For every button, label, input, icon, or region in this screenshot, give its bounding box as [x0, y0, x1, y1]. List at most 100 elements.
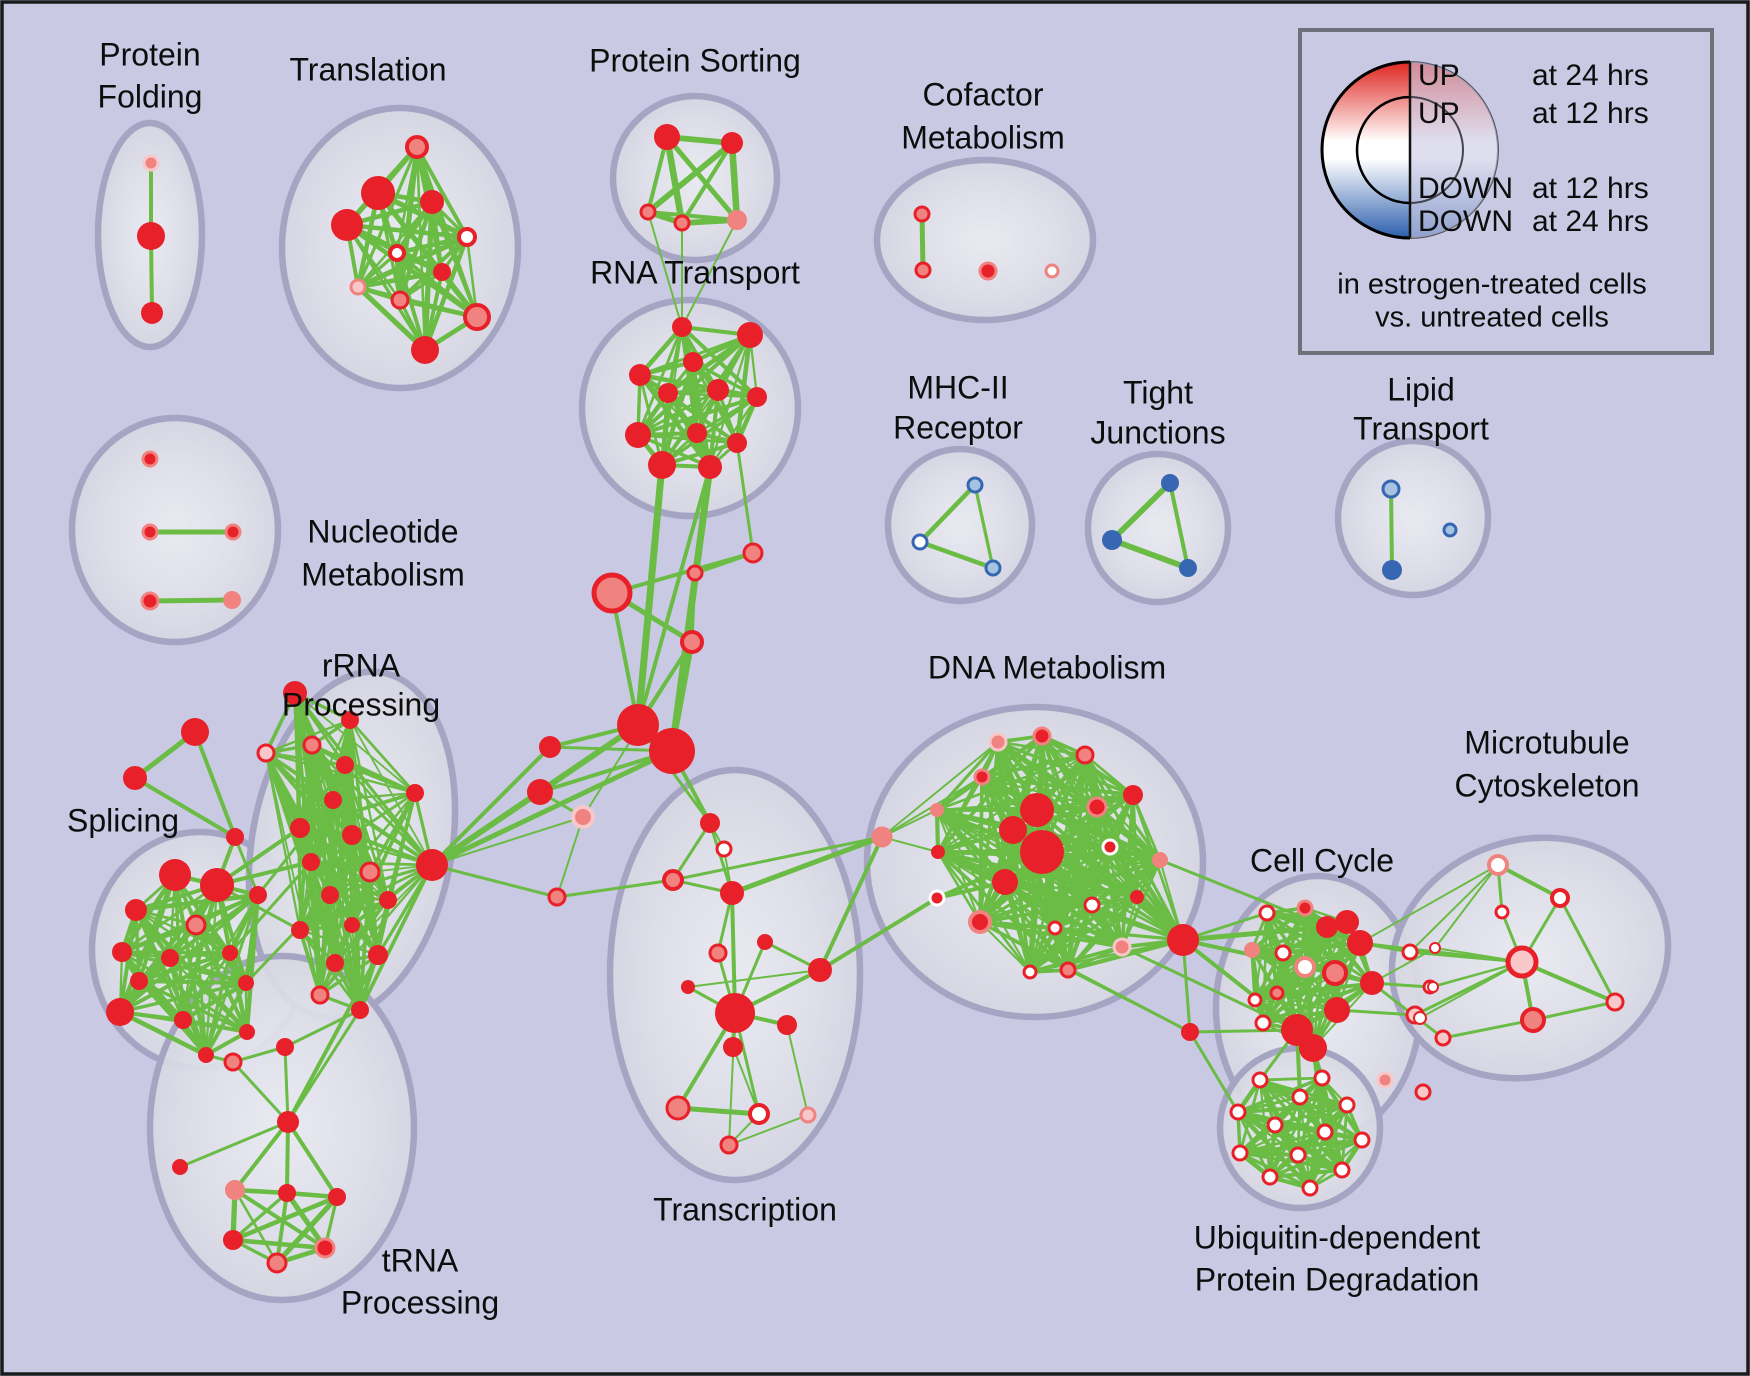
- network-node: [172, 1159, 188, 1175]
- network-edge: [1359, 864, 1499, 944]
- network-edge: [1120, 858, 1162, 949]
- network-node: [1083, 896, 1101, 914]
- network-node: [968, 910, 992, 934]
- network-edge: [309, 860, 390, 902]
- network-edge: [134, 908, 248, 985]
- network-edge: [1250, 948, 1265, 1025]
- network-edge: [244, 981, 249, 1034]
- network-edge: [118, 981, 248, 1014]
- network-edge: [147, 597, 235, 604]
- network-node: [326, 954, 344, 972]
- network-edge: [429, 748, 675, 868]
- network-edge: [332, 799, 379, 956]
- network-edge: [919, 211, 926, 273]
- cluster-label-protein-folding: Folding: [98, 78, 203, 114]
- network-node: [266, 1252, 288, 1274]
- network-edge: [180, 980, 249, 1023]
- network-edge: [1181, 938, 1299, 1032]
- network-edge: [230, 1194, 340, 1243]
- network-node: [799, 1106, 817, 1124]
- network-node: [984, 559, 1002, 577]
- network-edge: [430, 200, 479, 319]
- network-node: [1289, 1146, 1307, 1164]
- network-node: [361, 176, 395, 210]
- network-edge: [119, 922, 199, 955]
- network-node: [1520, 1007, 1546, 1033]
- network-edge: [1083, 753, 1135, 797]
- network-node: [226, 828, 244, 846]
- network-edge: [1531, 1000, 1617, 1022]
- network-edge: [298, 791, 417, 830]
- network-edge: [728, 139, 741, 224]
- network-node: [1181, 1023, 1199, 1041]
- network-node: [1494, 904, 1510, 920]
- legend-direction-label: UP: [1418, 97, 1460, 130]
- network-edge: [555, 878, 675, 899]
- network-edge: [1028, 938, 1185, 974]
- network-edge: [343, 763, 417, 795]
- network-edge: [1419, 961, 1523, 1019]
- network-node: [1347, 930, 1373, 956]
- cluster-label-trna-processing: tRNA: [382, 1242, 459, 1278]
- network-node: [931, 845, 945, 859]
- network-edge: [133, 776, 237, 839]
- network-edge: [431, 816, 584, 866]
- network-node: [715, 993, 755, 1033]
- network-node: [928, 889, 946, 907]
- network-edge: [978, 903, 1094, 924]
- network-edge: [243, 892, 261, 986]
- network-node: [359, 861, 381, 883]
- network-node: [700, 813, 720, 833]
- network-edge: [1108, 845, 1162, 862]
- network-node: [680, 630, 704, 654]
- network-edge: [1109, 480, 1173, 543]
- network-edge: [265, 752, 321, 996]
- network-edge: [786, 1024, 809, 1116]
- network-node: [174, 1011, 192, 1029]
- network-edge: [328, 893, 390, 902]
- network-node: [1179, 559, 1197, 577]
- network-edge: [635, 394, 760, 438]
- network-edge: [283, 1008, 362, 1049]
- cluster-label-lipid-transport: Transport: [1353, 410, 1489, 446]
- legend-footer: vs. untreated cells: [1375, 302, 1609, 334]
- network-node: [914, 261, 932, 279]
- network-edge: [660, 333, 752, 467]
- network-edge: [687, 969, 821, 988]
- legend: UP at 24 hrs UP at 12 hrs DOWN at 12 hrs DOWN a…: [1298, 28, 1714, 355]
- network-edge: [430, 863, 559, 899]
- network-edge: [214, 882, 249, 986]
- network-edge: [1389, 487, 1394, 572]
- network-edge: [298, 928, 380, 957]
- network-edge: [1254, 999, 1338, 1011]
- network-edge: [351, 924, 361, 1011]
- cluster-label-tight-junctions: Junctions: [1090, 414, 1225, 450]
- network-edge: [318, 953, 380, 997]
- network-node: [349, 278, 367, 296]
- network-edge: [286, 953, 380, 1124]
- cluster-label-splicing: Splicing: [67, 802, 179, 838]
- network-edge: [1188, 1028, 1299, 1034]
- network-node: [673, 214, 691, 232]
- network-edge: [735, 441, 755, 555]
- cluster-label-nucleotide-metabolism: Nucleotide: [307, 513, 458, 549]
- cluster-label-microtubule-cytoskeleton: Microtubule: [1464, 724, 1629, 760]
- network-node: [1324, 997, 1350, 1023]
- network-node: [1075, 745, 1095, 765]
- network-node: [698, 455, 722, 479]
- cluster-bubble-lipid-transport: [1334, 437, 1492, 599]
- network-node: [278, 1184, 296, 1202]
- network-node: [1376, 1071, 1394, 1089]
- network-edge: [136, 978, 249, 986]
- network-node: [737, 322, 763, 348]
- network-node: [978, 261, 998, 281]
- network-node: [757, 934, 773, 950]
- network-edge: [233, 1188, 279, 1265]
- network-node: [1261, 1168, 1279, 1186]
- network-node: [283, 681, 307, 705]
- network-edge: [935, 849, 1140, 900]
- network-node: [1022, 964, 1038, 980]
- network-node: [1274, 944, 1292, 962]
